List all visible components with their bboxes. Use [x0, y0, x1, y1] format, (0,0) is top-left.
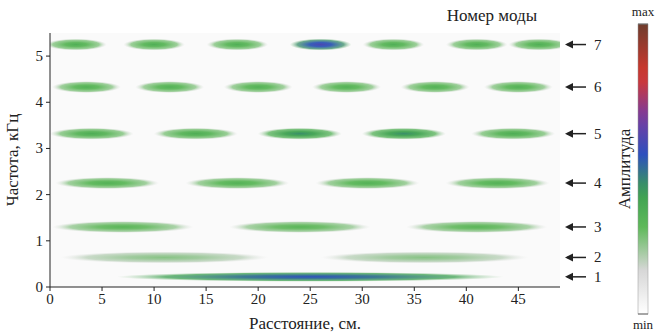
mode-arrow — [565, 273, 586, 281]
mode-spot — [50, 39, 107, 51]
x-tick-label: 25 — [303, 291, 318, 307]
x-tick-label: 30 — [355, 291, 370, 307]
arrow-head — [565, 41, 573, 49]
x-axis-line — [50, 287, 560, 288]
mode-spot — [258, 128, 342, 140]
y-tick-label: 4 — [36, 94, 44, 110]
colorbar-tick-label: max — [632, 4, 655, 19]
colorbar-tick-label: min — [633, 317, 654, 332]
mode-spot — [290, 39, 352, 51]
x-axis-title: Расстояние, см. — [249, 314, 361, 333]
arrow-head — [565, 130, 573, 138]
x-tick-label: 45 — [511, 291, 526, 307]
plot-background — [50, 33, 560, 287]
mode-spot — [55, 177, 159, 189]
mode-spot — [60, 251, 268, 263]
mode-spot — [135, 81, 204, 93]
arrow-head — [565, 253, 573, 261]
y-tick — [46, 240, 50, 241]
mode-spot — [315, 177, 419, 189]
x-tick-label: 40 — [459, 291, 474, 307]
mode-arrow — [565, 83, 586, 91]
y-axis-title: Частота, кГц — [3, 114, 22, 207]
mode-spot — [123, 39, 185, 51]
mode-spot — [206, 39, 268, 51]
mode-arrow — [565, 130, 586, 138]
mode-spot — [116, 272, 504, 282]
mode-label: 6 — [594, 79, 602, 95]
mode-spot — [224, 81, 293, 93]
chart: 012345051015202530354045Расстояние, см.Ч… — [0, 0, 666, 336]
mode-spot — [401, 81, 470, 93]
y-tick-label: 0 — [36, 279, 44, 295]
y-tick — [46, 102, 50, 103]
mode-spot — [471, 128, 555, 140]
mode-label: 4 — [594, 175, 602, 191]
mode-axis-title: Номер моды — [447, 6, 538, 25]
arrow-head — [565, 273, 573, 281]
y-tick — [46, 287, 50, 288]
y-tick-label: 2 — [36, 187, 44, 203]
heatmap-cells — [50, 39, 560, 282]
colorbar — [638, 24, 648, 314]
mode-spot — [484, 81, 553, 93]
mode-spot — [446, 177, 550, 189]
y-axis-line — [50, 33, 51, 287]
y-tick — [46, 56, 50, 57]
mode-label: 7 — [594, 37, 602, 53]
colorbar-tick — [638, 24, 648, 25]
mode-spot — [229, 221, 371, 233]
mode-spot — [52, 81, 121, 93]
y-tick-label: 3 — [36, 140, 44, 156]
x-tick-label: 0 — [46, 291, 54, 307]
x-tick-label: 20 — [251, 291, 266, 307]
y-tick — [46, 148, 50, 149]
mode-spot — [312, 81, 381, 93]
x-tick-label: 15 — [199, 291, 214, 307]
mode-spot — [508, 39, 560, 51]
mode-arrow — [565, 179, 586, 187]
mode-spot — [363, 39, 425, 51]
mode-label: 2 — [594, 249, 602, 265]
arrow-head — [565, 179, 573, 187]
mode-label: 3 — [594, 219, 602, 235]
mode-spot — [406, 221, 548, 233]
mode-spot — [52, 221, 194, 233]
mode-spot — [321, 251, 529, 263]
y-tick-label: 1 — [36, 233, 44, 249]
mode-spot — [154, 128, 238, 140]
x-tick-label: 35 — [407, 291, 422, 307]
mode-spot — [446, 39, 508, 51]
x-tick-label: 5 — [98, 291, 106, 307]
mode-arrow — [565, 253, 586, 261]
mode-spot — [362, 128, 446, 140]
arrow-head — [565, 83, 573, 91]
mode-label: 5 — [594, 126, 602, 142]
colorbar-tick — [638, 314, 648, 315]
y-tick — [46, 194, 50, 195]
mode-spot — [185, 177, 289, 189]
x-tick-label: 10 — [147, 291, 162, 307]
mode-arrow — [565, 41, 586, 49]
mode-arrow — [565, 223, 586, 231]
y-tick-label: 5 — [36, 48, 44, 64]
colorbar-title: Амплитуда — [615, 128, 634, 209]
mode-spot — [50, 128, 134, 140]
mode-label: 1 — [594, 269, 602, 285]
arrow-head — [565, 223, 573, 231]
